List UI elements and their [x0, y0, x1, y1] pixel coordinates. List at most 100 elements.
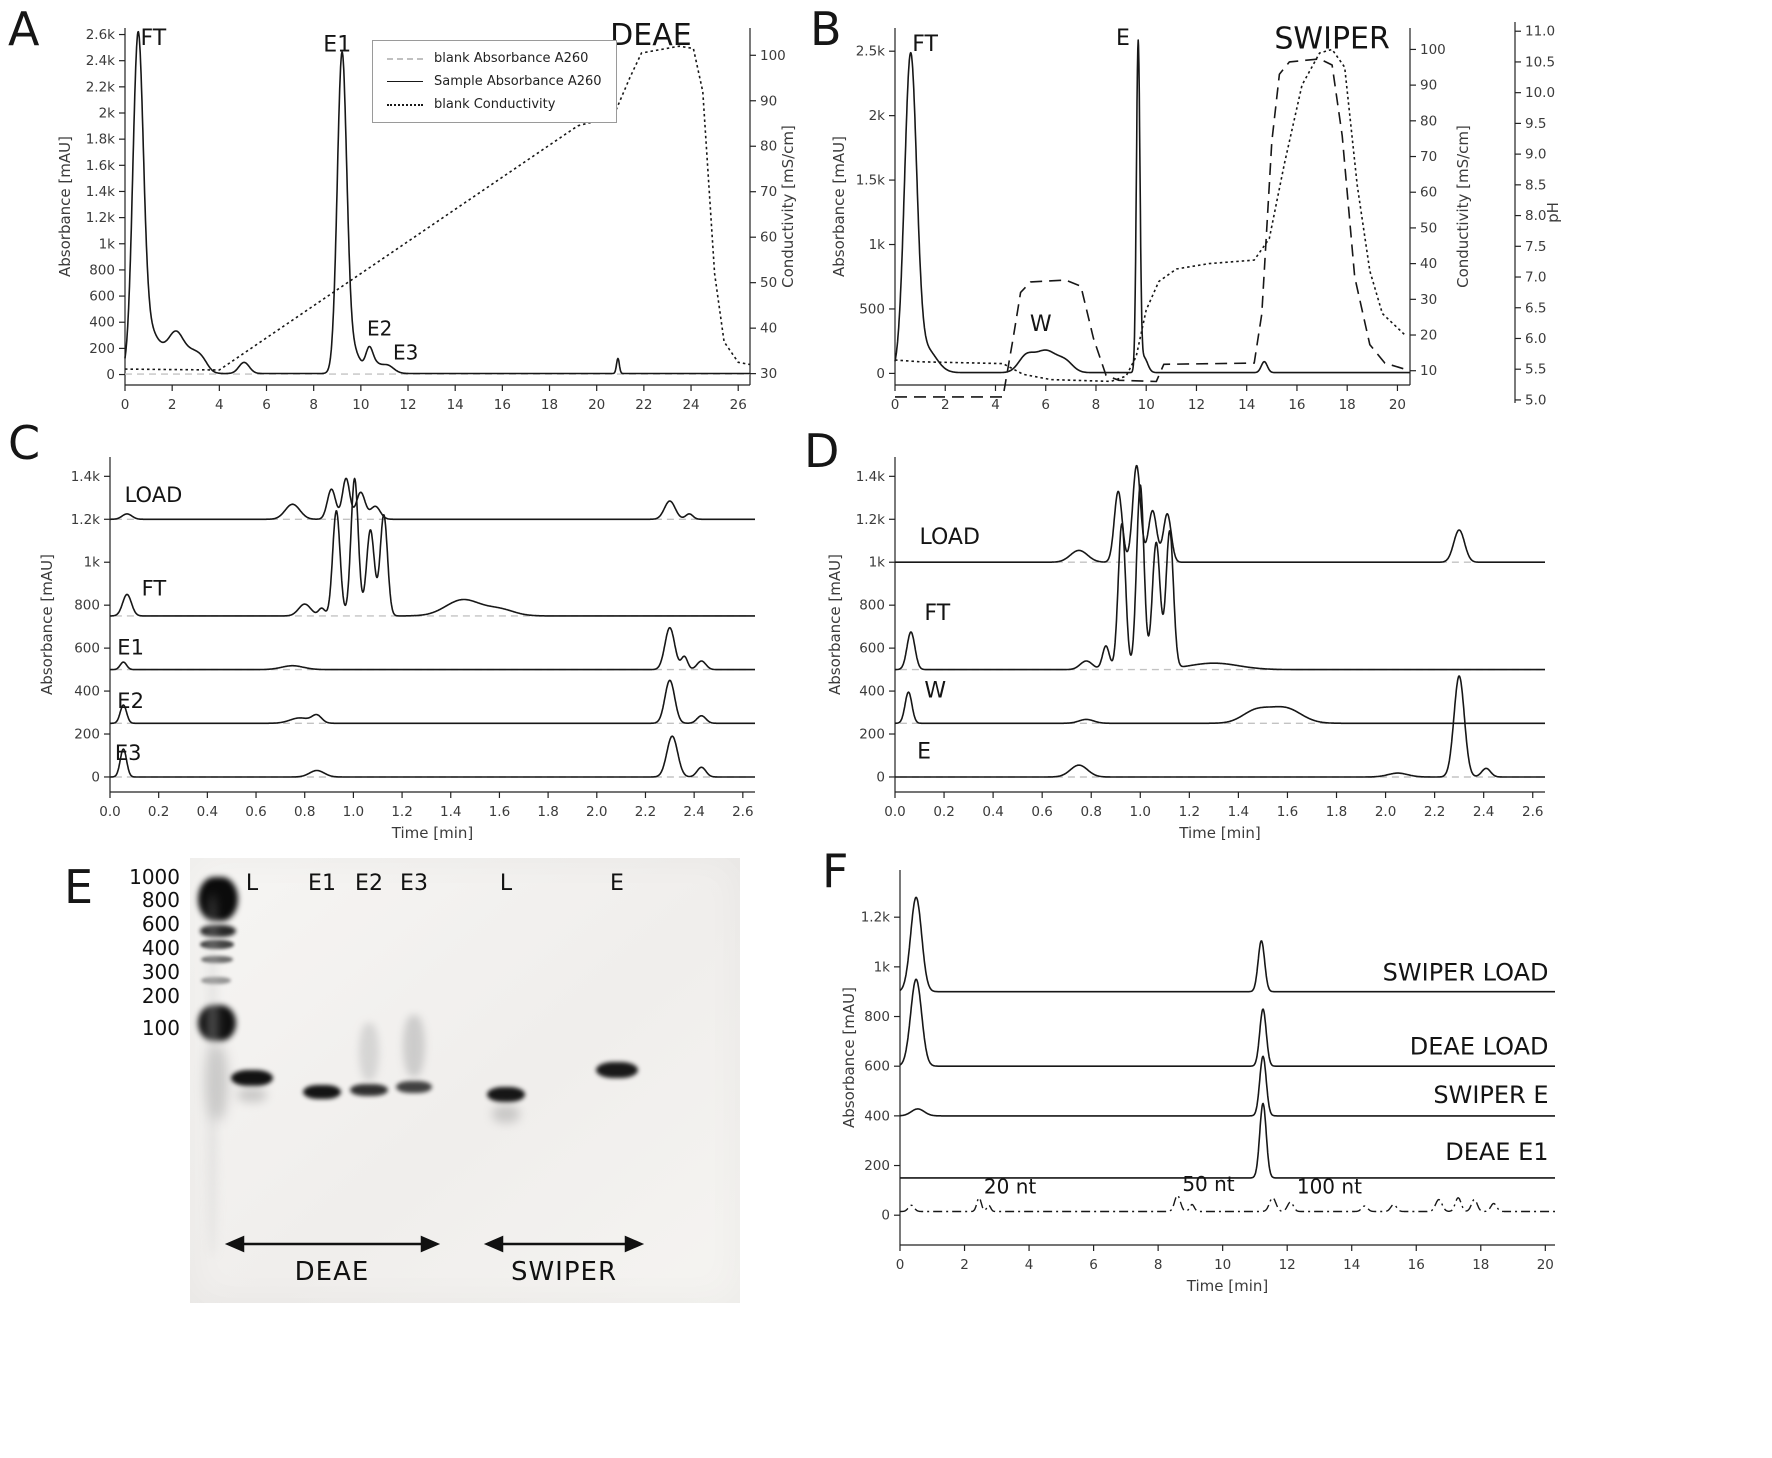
x-tick-label: 8	[1092, 397, 1101, 413]
x-tick-label: 4	[215, 397, 224, 413]
gel-band-14	[403, 1015, 425, 1077]
annotation-ft: FT	[912, 32, 938, 57]
right-tick-label: 20	[1420, 328, 1437, 344]
y-tick-label: 400	[864, 1108, 890, 1124]
right-tick-label: 90	[1420, 78, 1437, 94]
series-swiper-load	[899, 896, 1556, 993]
x-tick-label: 6	[1041, 397, 1050, 413]
series-e3	[109, 735, 756, 778]
gel-band-3	[201, 956, 233, 963]
ph-tick-label: 7.5	[1525, 239, 1546, 255]
x-tick-label: 2.2	[1424, 804, 1445, 820]
ph-tick-label: 9.0	[1525, 147, 1546, 163]
x-tick-label: 10	[1138, 397, 1155, 413]
x-tick-label: 4	[1025, 1257, 1034, 1273]
y-tick-label: 400	[74, 684, 100, 700]
y-tick-label: 1.2k	[86, 210, 115, 226]
gray-dashed-line-sample-icon	[387, 57, 423, 60]
gel-band-1	[200, 925, 236, 937]
legend-item-blank-conductivity: blank Conductivity	[387, 97, 602, 112]
x-tick-label: 2.2	[635, 804, 656, 820]
y-tick-label: 0	[106, 367, 115, 383]
series-e2	[109, 679, 756, 725]
gel-band-7	[207, 895, 217, 1255]
annotation-swiper-load: SWIPER LOAD	[1383, 959, 1549, 987]
x-tick-label: 20	[1389, 397, 1406, 413]
x-tick-label: 24	[682, 397, 699, 413]
x-tick-label: 0.6	[245, 804, 266, 820]
y-tick-label: 1k	[84, 555, 101, 571]
x-tick-label: 1.0	[1130, 804, 1151, 820]
y-tick-label: 200	[859, 727, 885, 743]
x-tick-label: 0.4	[197, 804, 218, 820]
annotation-load: LOAD	[125, 483, 183, 507]
annotation-e1: E1	[117, 636, 144, 660]
annotation-ft: FT	[140, 26, 166, 51]
gel-lane-label-e1-1: E1	[308, 871, 336, 896]
right-tick-label: 80	[760, 139, 777, 155]
right-tick-label: 70	[760, 184, 777, 200]
y-tick-label: 2.6k	[86, 27, 115, 43]
annotation-deae-e1: DEAE E1	[1445, 1138, 1548, 1166]
x-tick-label: 1.0	[343, 804, 364, 820]
gel-band-15	[487, 1087, 525, 1102]
left-axis-title: Absorbance [mAU]	[840, 987, 858, 1128]
ph-tick-label: 8.5	[1525, 177, 1546, 193]
series-ft	[109, 477, 756, 617]
right-tick-label: 60	[1420, 185, 1437, 201]
panel-letter-d: D	[804, 424, 840, 478]
x-tick-label: 10	[1214, 1257, 1231, 1273]
x-tick-label: 16	[1408, 1257, 1425, 1273]
y-tick-label: 0	[881, 1208, 890, 1224]
gel-lane-label-e3-3: E3	[400, 871, 428, 896]
x-tick-label: 8	[1154, 1257, 1163, 1273]
y-tick-label: 0	[876, 366, 885, 382]
series-ph	[895, 58, 1406, 398]
annotation-e3: E3	[393, 341, 418, 365]
x-tick-label: 2	[941, 397, 950, 413]
gel-group-label-swiper: SWIPER	[510, 1257, 618, 1287]
annotation-swiper: SWIPER	[1274, 22, 1389, 57]
y-tick-label: 200	[864, 1158, 890, 1174]
x-tick-label: 14	[447, 397, 464, 413]
panel-e-gel: 1000 800 600 400 300 200 100 L E1 E2 E3 L E DEAE SWIPE…	[60, 855, 760, 1458]
gel-band-4	[201, 977, 231, 984]
y-tick-label: 1.5k	[856, 173, 885, 189]
y-tick-label: 2.2k	[86, 79, 115, 95]
gel-lane-label-e-5: E	[610, 871, 624, 896]
panelC-axes	[104, 457, 755, 798]
panel-letter-b: B	[810, 2, 842, 56]
left-axis-title: Absorbance [mAU]	[826, 554, 844, 695]
x-tick-label: 1.8	[537, 804, 558, 820]
x-tick-label: 1.4	[440, 804, 461, 820]
series-load	[109, 477, 756, 521]
y-tick-label: 200	[74, 727, 100, 743]
y-tick-label: 600	[864, 1059, 890, 1075]
x-tick-label: 0	[891, 397, 900, 413]
panelD-axes	[889, 457, 1545, 798]
panelA-axes	[119, 28, 756, 391]
ph-tick-label: 11.0	[1525, 24, 1555, 40]
x-tick-label: 2.4	[683, 804, 704, 820]
left-axis-title: Absorbance [mAU]	[56, 136, 74, 277]
x-tick-label: 0.2	[933, 804, 954, 820]
x-axis-title: Time [min]	[391, 824, 473, 842]
x-tick-label: 2.0	[586, 804, 607, 820]
ph-tick-label: 7.0	[1525, 270, 1546, 286]
panel-letter-f: F	[822, 844, 849, 898]
x-tick-label: 12	[1279, 1257, 1296, 1273]
y-tick-label: 500	[859, 301, 885, 317]
ph-tick-label: 10.5	[1525, 54, 1555, 70]
gel-band-12	[359, 1023, 379, 1081]
x-tick-label: 1.6	[489, 804, 510, 820]
panel-c-analytical-traces-deae: 0.0 0.2 0.4 0.6 0.8 1.0 1.2 1.4 1.6 1.8 2.0 2.2 2.4 2…	[38, 457, 756, 842]
right-tick-label: 40	[1420, 256, 1437, 272]
panel-letter-e: E	[64, 860, 94, 914]
x-tick-label: 16	[494, 397, 511, 413]
right-tick-label: 100	[760, 48, 786, 64]
annotation-e: E	[1116, 26, 1130, 51]
x-tick-label: 20	[1537, 1257, 1554, 1273]
y-tick-label: 0	[91, 769, 100, 785]
x-tick-label: 8	[309, 397, 318, 413]
